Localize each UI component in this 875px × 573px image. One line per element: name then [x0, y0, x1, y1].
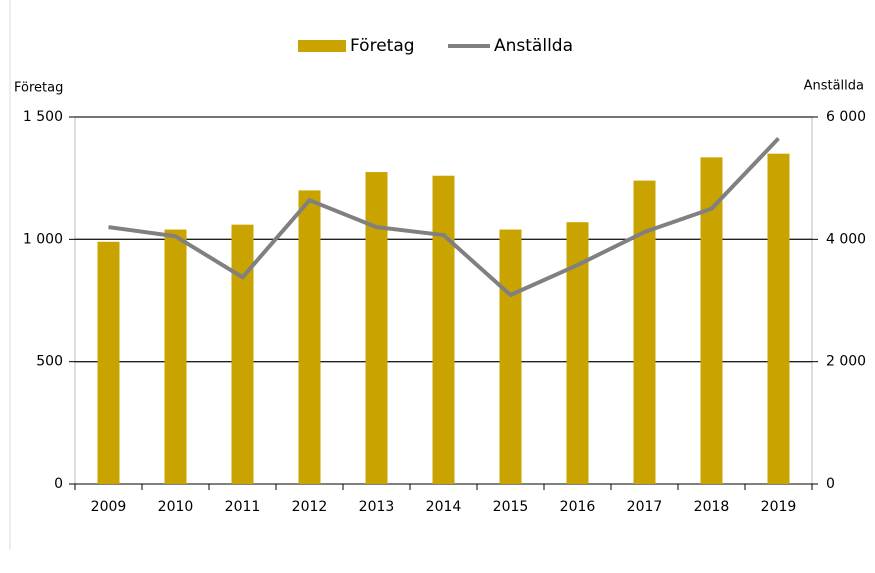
x-tick-label: 2010 — [158, 499, 194, 515]
bar — [231, 224, 254, 485]
x-tick-label: 2014 — [426, 499, 462, 515]
y-tick-label: 1 500 — [23, 109, 63, 125]
bar — [566, 222, 589, 484]
line — [108, 137, 780, 297]
bar — [97, 241, 120, 484]
x-tick-label: 2018 — [694, 499, 730, 515]
bar — [432, 175, 455, 484]
legend-label: Anställda — [494, 36, 573, 56]
bar — [164, 229, 187, 484]
y-tick-label: 0 — [54, 476, 63, 492]
x-tick-label: 2012 — [292, 499, 328, 515]
bar — [767, 153, 790, 484]
x-tick-label: 2013 — [359, 499, 395, 515]
x-tick-label: 2017 — [627, 499, 663, 515]
x-tick-label: 2009 — [91, 499, 127, 515]
bar — [633, 180, 656, 484]
y-tick-label: 1 000 — [23, 231, 63, 247]
legend-swatch — [298, 40, 346, 52]
x-tick-label: 2015 — [493, 499, 529, 515]
legend-label: Företag — [350, 36, 415, 56]
bar — [700, 157, 723, 484]
y2-tick-label: 4 000 — [826, 231, 866, 247]
bar — [365, 172, 388, 485]
x-tick-label: 2019 — [761, 499, 797, 515]
x-tick-label: 2016 — [560, 499, 596, 515]
y2-axis-title: Anställda — [804, 79, 864, 94]
y2-tick-label: 2 000 — [826, 354, 866, 370]
y-tick-label: 500 — [36, 354, 63, 370]
bar — [499, 229, 522, 484]
y-axis-title: Företag — [14, 81, 63, 96]
y2-tick-label: 0 — [826, 476, 835, 492]
y2-tick-label: 6 000 — [826, 109, 866, 125]
bar — [298, 190, 321, 484]
x-tick-label: 2011 — [225, 499, 261, 515]
